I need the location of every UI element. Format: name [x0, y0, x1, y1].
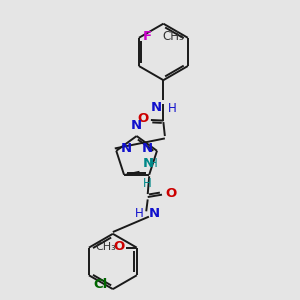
Text: N: N [148, 207, 159, 220]
Text: H: H [149, 157, 158, 170]
Text: CH₃: CH₃ [163, 30, 184, 43]
Text: CH₃: CH₃ [95, 242, 116, 252]
Text: H: H [168, 102, 177, 115]
Text: H: H [134, 207, 143, 220]
Text: N: N [151, 101, 162, 114]
Text: N: N [131, 118, 142, 132]
Text: H: H [142, 176, 151, 190]
Text: N: N [142, 157, 154, 170]
Text: O: O [165, 187, 176, 200]
Text: N: N [141, 142, 152, 155]
Text: Cl: Cl [93, 278, 108, 291]
Text: F: F [142, 30, 152, 43]
Text: N: N [121, 142, 132, 155]
Text: O: O [137, 112, 148, 125]
Text: O: O [113, 240, 124, 253]
